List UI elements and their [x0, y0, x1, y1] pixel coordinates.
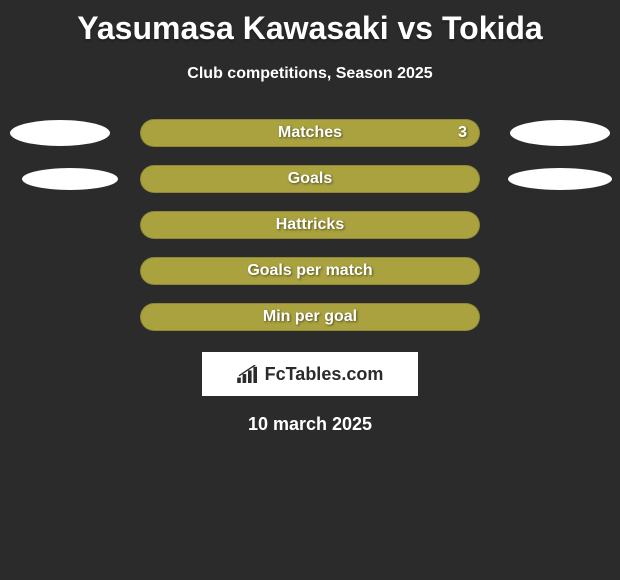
stat-row-goals-per-match: Goals per match: [0, 256, 620, 286]
chart-icon: [237, 365, 259, 383]
stat-bar-matches: Matches 3: [140, 119, 480, 147]
page-subtitle: Club competitions, Season 2025: [0, 65, 620, 83]
stat-bar-min-per-goal: Min per goal: [140, 303, 480, 331]
right-player-ellipse: [508, 168, 612, 190]
logo-content: FcTables.com: [237, 364, 384, 385]
stat-bar-goals-per-match: Goals per match: [140, 257, 480, 285]
infographic-container: Yasumasa Kawasaki vs Tokida Club competi…: [0, 0, 620, 580]
logo-text: FcTables.com: [265, 364, 384, 385]
page-title: Yasumasa Kawasaki vs Tokida: [0, 0, 620, 47]
stat-value-right: 3: [458, 124, 467, 142]
stat-label: Goals: [288, 170, 332, 188]
stat-label: Hattricks: [276, 216, 344, 234]
stat-row-min-per-goal: Min per goal: [0, 302, 620, 332]
right-player-ellipse: [510, 120, 610, 146]
stat-label: Matches: [278, 124, 342, 142]
stat-row-goals: Goals: [0, 164, 620, 194]
stats-area: Matches 3 Goals Hattricks Goals per matc…: [0, 118, 620, 332]
stat-label: Min per goal: [263, 308, 357, 326]
stat-label: Goals per match: [247, 262, 372, 280]
logo-box: FcTables.com: [202, 352, 418, 396]
left-player-ellipse: [22, 168, 118, 190]
stat-bar-goals: Goals: [140, 165, 480, 193]
stat-row-hattricks: Hattricks: [0, 210, 620, 240]
stat-row-matches: Matches 3: [0, 118, 620, 148]
left-player-ellipse: [10, 120, 110, 146]
stat-bar-hattricks: Hattricks: [140, 211, 480, 239]
date-label: 10 march 2025: [0, 414, 620, 435]
